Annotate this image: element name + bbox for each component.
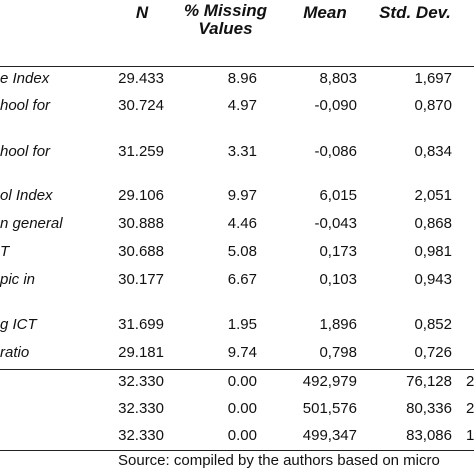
cell-mean: -0,090 [314, 97, 357, 114]
cell-sd: 0,868 [414, 215, 452, 232]
cell-n: 30.177 [118, 271, 164, 288]
source-note: Source: compiled by the authors based on… [118, 452, 440, 469]
cell-n: 32.330 [118, 400, 164, 417]
cell-missing: 0.00 [227, 373, 257, 390]
cell-n: 30.724 [118, 97, 164, 114]
cell-mean: 8,803 [319, 70, 357, 87]
cell-missing: 4.46 [227, 215, 257, 232]
cell-n: 29.433 [118, 70, 164, 87]
cell-n: 31.259 [118, 143, 164, 160]
cell-sd: 2,051 [414, 187, 452, 204]
cell-n: 30.888 [118, 215, 164, 232]
cell-mean: -0,086 [314, 143, 357, 160]
cell-missing: 9.74 [227, 344, 257, 361]
cell-missing: 1.95 [227, 316, 257, 333]
row-label: ol Index [0, 187, 53, 204]
cell-extra: 1 [466, 427, 474, 444]
cell-missing: 0.00 [227, 400, 257, 417]
cell-sd: 0,852 [414, 316, 452, 333]
cell-sd: 80,336 [406, 400, 452, 417]
cell-missing: 5.08 [227, 243, 257, 260]
cell-n: 29.106 [118, 187, 164, 204]
cell-extra: 2 [466, 373, 474, 390]
cell-sd: 0,834 [414, 143, 452, 160]
cell-n: 32.330 [118, 373, 164, 390]
header-sd: Std. Dev. [379, 3, 451, 22]
row-label: T [0, 243, 10, 260]
row-label: g ICT [0, 316, 37, 333]
row-label: hool for [0, 143, 51, 160]
cell-mean: 501,576 [302, 400, 357, 417]
cell-missing: 3.31 [227, 143, 257, 160]
cell-sd: 1,697 [414, 70, 452, 87]
cell-mean: 492,979 [302, 373, 357, 390]
cell-mean: 499,347 [302, 427, 357, 444]
cell-sd: 0,726 [414, 344, 452, 361]
row-label: hool for [0, 97, 51, 114]
cell-missing: 9.97 [227, 187, 257, 204]
cell-missing: 4.97 [227, 97, 257, 114]
cell-missing: 8.96 [227, 70, 257, 87]
cell-sd: 0,981 [414, 243, 452, 260]
header-rule [0, 66, 474, 67]
section-rule [0, 369, 474, 370]
cell-sd: 0,943 [414, 271, 452, 288]
cell-mean: 1,896 [319, 316, 357, 333]
row-label: e Index [0, 70, 50, 87]
cell-mean: 0,103 [319, 271, 357, 288]
cell-mean: -0,043 [314, 215, 357, 232]
header-missing: % Missing Values [183, 1, 268, 38]
cell-sd: 83,086 [406, 427, 452, 444]
row-label: pic in [0, 271, 36, 288]
cell-sd: 76,128 [406, 373, 452, 390]
cell-missing: 0.00 [227, 427, 257, 444]
cell-sd: 0,870 [414, 97, 452, 114]
row-label: ratio [0, 344, 30, 361]
cell-mean: 6,015 [319, 187, 357, 204]
bottom-rule [0, 450, 474, 451]
cell-n: 30.688 [118, 243, 164, 260]
header-mean: Mean [303, 3, 347, 22]
row-label: n general [0, 215, 63, 232]
cell-mean: 0,798 [319, 344, 357, 361]
cell-n: 32.330 [118, 427, 164, 444]
cell-missing: 6.67 [227, 271, 257, 288]
header-n: N [135, 3, 149, 22]
cell-mean: 0,173 [319, 243, 357, 260]
cell-n: 31.699 [118, 316, 164, 333]
cell-n: 29.181 [118, 344, 164, 361]
cell-extra: 2 [466, 400, 474, 417]
